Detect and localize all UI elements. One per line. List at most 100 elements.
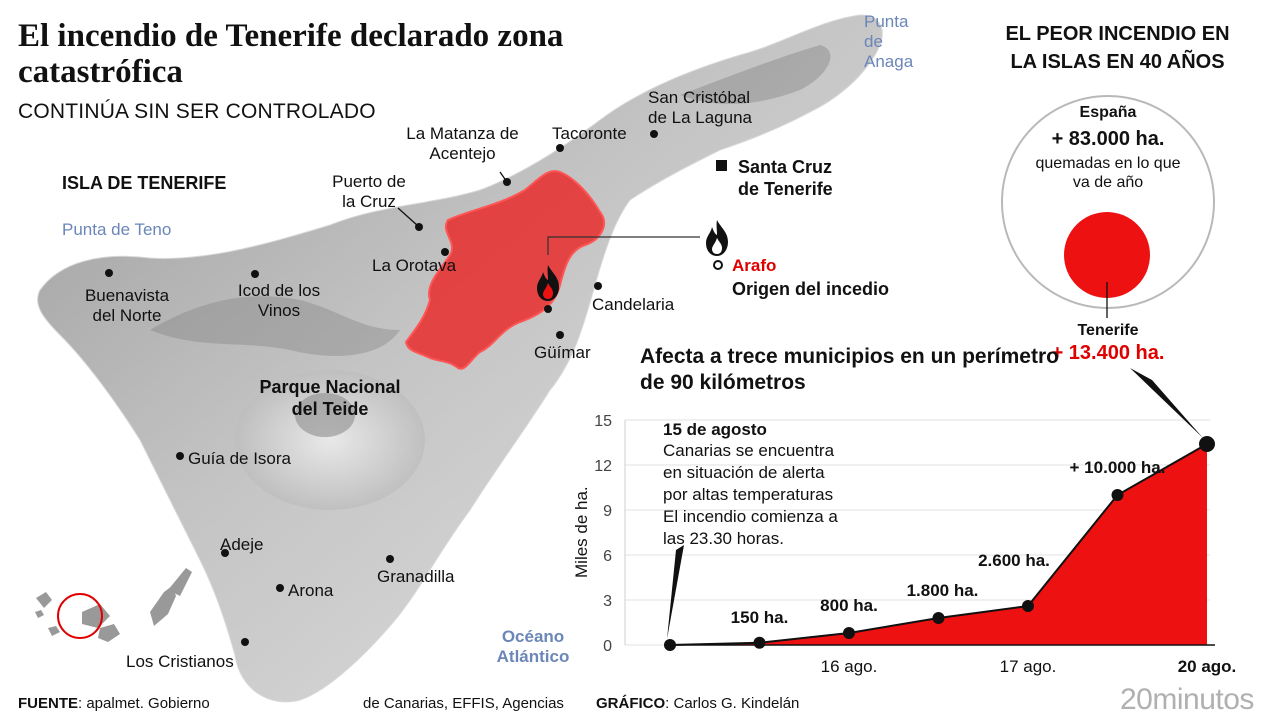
dot-buenavista	[105, 269, 113, 277]
tenerife-circle	[1064, 212, 1150, 298]
chart-title: Afecta a trece municipios en un perímetr…	[640, 345, 1059, 394]
ridge-shading	[150, 296, 400, 356]
dot-icod	[251, 270, 259, 278]
annotation-pointer	[667, 545, 684, 639]
footer-source-2: de Canarias, EFFIS, Agencias	[363, 695, 564, 712]
chart-area: 0 3 6 9 12 15 150 ha. 800 ha. 1.800 ha. 2.600 ha.…	[594, 368, 1236, 676]
data-point	[1199, 436, 1215, 452]
y-tick-label: 0	[603, 638, 612, 655]
data-label: 2.600 ha.	[978, 551, 1050, 570]
label-guimar: Güímar	[534, 343, 591, 362]
dot-tacoronte	[556, 144, 564, 152]
dot-candelaria	[594, 282, 602, 290]
y-tick-label: 9	[603, 503, 612, 520]
dot-san-cristobal	[650, 130, 658, 138]
label-santa-cruz: Santa Cruz de Tenerife	[738, 157, 833, 199]
dot-arafo-legend	[713, 260, 723, 270]
x-tick-label: 16 ago.	[821, 657, 878, 676]
annotation-line-4: El incendio comienza a	[663, 507, 838, 526]
footer-source-text: : apalmet. Gobierno	[78, 695, 210, 712]
park-label: Parque Nacional del Teide	[259, 377, 401, 419]
data-label: 1.800 ha.	[907, 581, 979, 600]
label-icod: Icod de los Vinos	[237, 281, 321, 320]
annotation-line-5: las 23.30 horas.	[663, 529, 784, 548]
footer-graphic-label: GRÁFICO	[596, 695, 666, 712]
label-los-cristianos: Los Cristianos	[126, 652, 234, 671]
label-arafo: Arafo	[732, 256, 777, 275]
footer-graphic: GRÁFICO: Carlos G. Kindelán	[596, 695, 799, 712]
dot-la-orotava	[441, 248, 449, 256]
tenerife-value: + 13.400 ha.	[1051, 342, 1165, 364]
data-label: 800 ha.	[820, 596, 878, 615]
anaga-shading	[680, 45, 831, 105]
label-punta-teno: Punta de Teno	[62, 220, 172, 239]
teide-peak	[295, 393, 355, 437]
data-point	[843, 627, 855, 639]
page-subtitle: CONTINÚA SIN SER CONTROLADO	[18, 100, 376, 123]
ocean-label: Océano Atlántico	[496, 627, 570, 666]
spain-note: quemadas en lo que va de año	[1035, 155, 1181, 191]
spain-value: + 83.000 ha.	[1051, 128, 1165, 150]
dot-arona	[276, 584, 284, 592]
footer-source-label: FUENTE	[18, 695, 78, 712]
tenerife-chart-pointer	[1130, 368, 1203, 438]
dot-granadilla	[386, 555, 394, 563]
dot-guimar	[556, 331, 564, 339]
label-san-cristobal: San Cristóbal de La Laguna	[648, 88, 752, 127]
teide-crater	[235, 370, 425, 510]
annotation-line-1: Canarias se encuentra	[663, 441, 835, 460]
fire-legend-icon	[706, 220, 728, 256]
fire-icon	[537, 265, 559, 301]
annotation-line-2: en situación de alerta	[663, 463, 825, 482]
brand-logo: 20minutos	[1120, 683, 1254, 716]
label-puerto-cruz: Puerto de la Cruz	[332, 172, 406, 211]
dot-los-cristianos	[241, 638, 249, 646]
capital-square-icon	[716, 160, 727, 171]
label-punta-anaga: Punta de Anaga	[864, 12, 914, 71]
footer-source: FUENTE: apalmet. Gobierno	[18, 695, 210, 712]
data-point	[664, 639, 676, 651]
annotation-title: 15 de agosto	[663, 420, 767, 439]
fire-area	[404, 170, 605, 370]
data-point	[753, 636, 766, 649]
data-label: 150 ha.	[731, 608, 789, 627]
label-arona: Arona	[288, 581, 334, 600]
x-tick-label: 20 ago.	[1178, 657, 1237, 676]
annotation-line-3: por altas temperaturas	[663, 485, 834, 504]
data-point	[932, 612, 945, 624]
y-tick-label: 15	[594, 413, 612, 430]
dot-adeje	[221, 549, 229, 557]
tenerife-label: Tenerife	[1077, 322, 1139, 339]
label-tacoronte: Tacoronte	[552, 124, 627, 143]
y-tick-label: 3	[603, 593, 612, 610]
label-la-orotava: La Orotava	[372, 256, 457, 275]
label-candelaria: Candelaria	[592, 295, 675, 314]
pointer-arafo	[547, 236, 700, 255]
dot-la-matanza	[503, 178, 511, 186]
page-title: El incendio de Tenerife declarado zona c…	[18, 18, 564, 90]
footer-graphic-text: : Carlos G. Kindelán	[665, 695, 800, 712]
comparison-title: EL PEOR INCENDIO EN LA ISLAS EN 40 AÑOS	[1005, 23, 1230, 73]
spain-label: España	[1079, 104, 1137, 121]
data-point	[1111, 489, 1124, 501]
data-label: + 10.000 ha.	[1070, 458, 1166, 477]
pointer-puerto-cruz	[397, 207, 419, 227]
area-series	[670, 444, 1207, 645]
chart-ylabel: Miles de ha.	[572, 486, 591, 578]
y-tick-label: 6	[603, 548, 612, 565]
y-tick-label: 12	[594, 458, 612, 475]
island-label: ISLA DE TENERIFE	[62, 173, 227, 193]
label-origin: Origen del incedio	[732, 279, 890, 299]
data-point	[1022, 600, 1034, 612]
dot-guia-isora	[176, 452, 184, 460]
label-la-matanza: La Matanza de Acentejo	[406, 124, 519, 163]
tenerife-inset-circle	[57, 593, 103, 639]
dot-puerto-cruz	[415, 223, 423, 231]
x-tick-label: 17 ago.	[1000, 657, 1057, 676]
spain-circle	[1001, 95, 1215, 309]
label-buenavista: Buenavista del Norte	[84, 286, 170, 325]
canary-inset	[35, 568, 192, 642]
label-granadilla: Granadilla	[377, 567, 455, 586]
label-guia-isora: Guía de Isora	[188, 449, 292, 468]
